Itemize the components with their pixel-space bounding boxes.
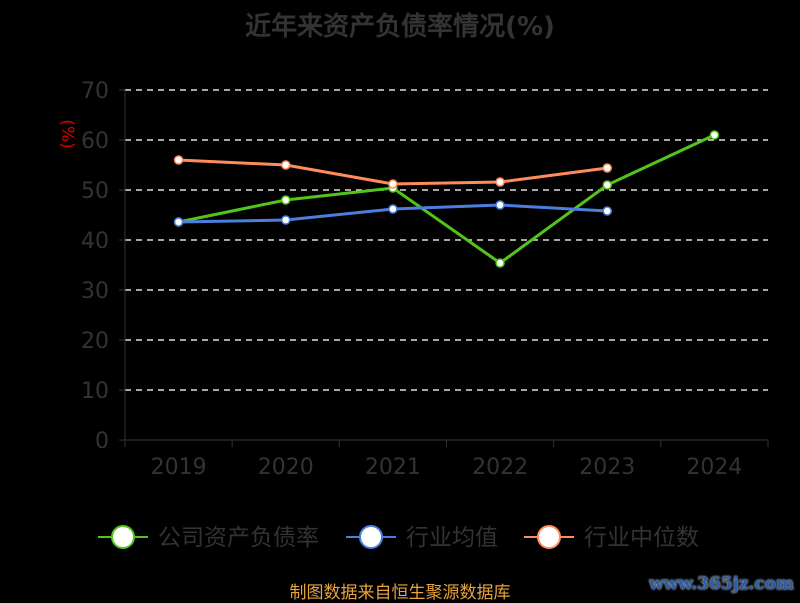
x-tick-label: 2020 [258, 455, 314, 480]
data-point [495, 177, 505, 187]
data-point [281, 160, 291, 170]
x-tick-label: 2024 [686, 455, 742, 480]
y-tick-label: 50 [81, 179, 109, 204]
data-point [602, 180, 612, 190]
legend-label: 公司资产负债率 [158, 525, 319, 551]
legend-label: 行业中位数 [584, 525, 699, 551]
y-tick-label: 30 [81, 279, 109, 304]
x-tick-label: 2021 [365, 455, 421, 480]
x-tick-label: 2019 [151, 455, 207, 480]
data-point [281, 195, 291, 205]
x-tick-label: 2022 [472, 455, 528, 480]
y-tick-label: 70 [81, 79, 109, 104]
y-tick-label: 40 [81, 229, 109, 254]
data-point [495, 200, 505, 210]
source-note: 制图数据来自恒生聚源数据库 [289, 583, 511, 603]
data-point [388, 179, 398, 189]
watermark: www.365jz.com [649, 574, 794, 594]
data-point [173, 217, 184, 227]
y-tick-label: 60 [81, 129, 109, 154]
data-point [388, 204, 398, 214]
legend-label: 行业均值 [406, 525, 498, 551]
legend-marker [111, 525, 135, 549]
y-tick-label: 20 [81, 329, 109, 354]
y-tick-label: 10 [81, 379, 109, 404]
y-tick-label: 0 [95, 429, 109, 454]
legend-marker [537, 525, 561, 549]
chart-title: 近年来资产负债率情况(%) [245, 12, 555, 42]
legend-marker [359, 525, 383, 549]
data-point [602, 163, 612, 173]
data-point [602, 206, 612, 216]
data-point [173, 155, 184, 165]
x-tick-label: 2023 [579, 455, 635, 480]
data-point [495, 258, 505, 268]
series-line-0 [178, 133, 716, 265]
data-point [281, 215, 291, 225]
data-point [709, 130, 720, 140]
y-axis-label: (%) [57, 119, 77, 148]
